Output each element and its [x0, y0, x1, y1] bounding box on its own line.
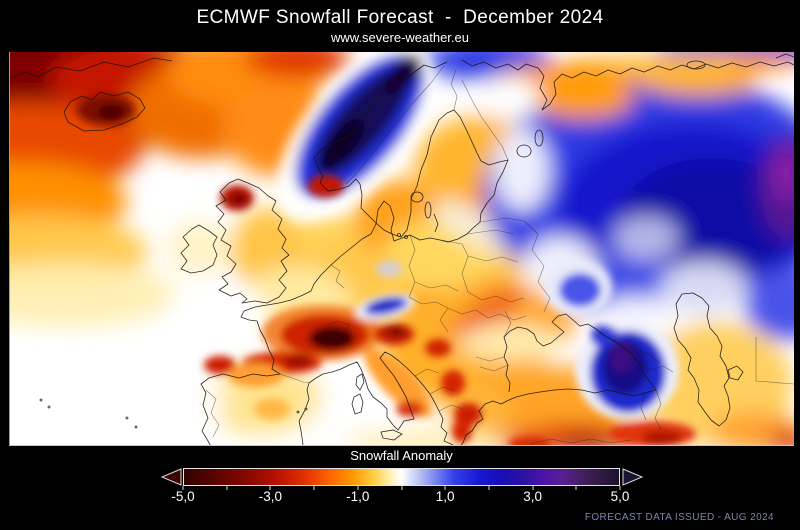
local-anomaly-spots	[77, 95, 696, 445]
colorbar-tick-labels: -5,0 -3,0 -1,0 1,0 3,0 5,0	[171, 489, 629, 505]
tick-label: -3,0	[258, 489, 283, 504]
tick-label: -5,0	[171, 489, 195, 504]
colorbar-minor-ticks	[182, 486, 621, 491]
colorbar-left-arrow	[161, 468, 182, 486]
country-borders	[205, 65, 794, 445]
tick-label: -1,0	[346, 489, 370, 504]
colorbar-right-arrow	[622, 468, 643, 486]
coastlines	[10, 53, 794, 445]
europe-anomaly-map	[9, 52, 794, 446]
tick-label: 5,0	[610, 489, 630, 504]
tick-label: 1,0	[435, 489, 455, 504]
colorbar-gradient	[183, 468, 620, 486]
issued-note: FORECAST DATA ISSUED - AUG 2024	[584, 512, 774, 523]
colorbar-title: Snowfall Anomaly	[350, 448, 453, 463]
tick-label: 3,0	[523, 489, 542, 504]
website-caption: www.severe-weather.eu	[330, 30, 469, 45]
anomaly-field	[10, 52, 794, 445]
page-title: ECMWF Snowfall Forecast - December 2024	[196, 7, 604, 28]
